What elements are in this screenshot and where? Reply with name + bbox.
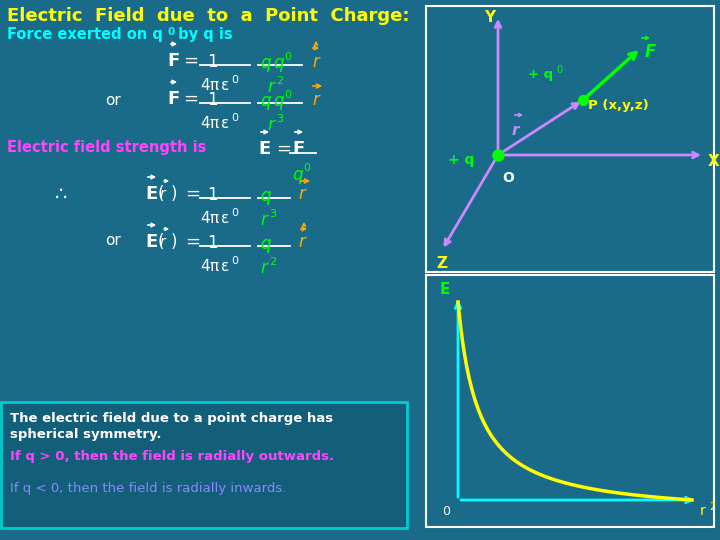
Text: 1: 1 [207,53,217,71]
Text: 0: 0 [231,208,238,218]
Text: 0: 0 [167,27,174,37]
Text: r: r [267,78,274,96]
Text: X: X [708,154,720,170]
Text: r: r [260,259,267,277]
Text: 1: 1 [207,91,217,109]
Text: π: π [210,78,219,93]
Text: F: F [167,90,179,108]
Text: 4: 4 [200,259,210,274]
Text: Electric  Field  due  to  a  Point  Charge:: Electric Field due to a Point Charge: [7,7,410,25]
Text: r: r [267,116,274,134]
Text: q: q [260,187,271,205]
Text: q: q [292,166,302,184]
Text: spherical symmetry.: spherical symmetry. [10,428,161,441]
Text: 2: 2 [276,76,283,86]
Text: Force exerted on q: Force exerted on q [7,27,163,42]
Text: 0: 0 [231,256,238,266]
Text: 0: 0 [284,52,291,62]
Text: 4: 4 [200,78,210,93]
Text: r: r [312,91,319,109]
Text: F: F [645,43,657,61]
Text: E: E [258,140,270,158]
Text: 1: 1 [207,234,217,252]
Text: E: E [440,282,451,297]
Text: F: F [167,52,179,70]
Text: 4: 4 [200,211,210,226]
Text: 3: 3 [269,209,276,219]
Text: 0: 0 [231,113,238,123]
Text: q: q [260,54,271,72]
Text: 3: 3 [276,114,283,124]
Text: + q: + q [448,153,474,167]
Text: ∴: ∴ [55,185,68,204]
Text: π: π [210,211,219,226]
Text: ε: ε [221,259,229,274]
Text: r: r [312,53,319,71]
Text: 0: 0 [556,65,562,75]
Text: q: q [260,92,271,110]
Text: (: ( [158,233,164,251]
FancyBboxPatch shape [1,402,407,528]
Text: by q is: by q is [173,27,233,42]
Text: =: = [185,233,200,251]
Text: π: π [210,259,219,274]
Text: 2: 2 [269,257,276,267]
Text: r: r [512,123,520,138]
Text: 0: 0 [284,90,291,100]
Text: ): ) [171,233,178,251]
Text: q: q [273,54,284,72]
Text: r: r [700,504,706,518]
Text: or: or [105,93,121,108]
Text: 1: 1 [207,186,217,204]
Text: r: r [260,211,267,229]
Text: ε: ε [221,116,229,131]
Text: r: r [298,185,305,203]
Text: 4: 4 [200,116,210,131]
Text: E: E [145,185,157,203]
Text: q: q [273,92,284,110]
Text: =: = [276,140,291,158]
Text: ): ) [171,185,178,203]
FancyBboxPatch shape [426,275,714,527]
Text: If q < 0, then the field is radially inwards.: If q < 0, then the field is radially inw… [10,482,287,495]
Text: + q: + q [528,68,553,81]
Text: P (x,y,z): P (x,y,z) [588,98,649,111]
Text: O: O [502,171,514,185]
Text: =: = [183,90,198,108]
Text: r: r [298,233,305,251]
Text: or: or [105,233,121,248]
Text: Electric field strength is: Electric field strength is [7,140,207,155]
Text: r: r [160,187,166,201]
Text: The electric field due to a point charge has: The electric field due to a point charge… [10,412,333,425]
FancyBboxPatch shape [426,6,714,272]
Text: 0: 0 [442,505,450,518]
Text: (: ( [158,185,164,203]
Text: E: E [145,233,157,251]
Text: q: q [260,235,271,253]
Text: ε: ε [221,211,229,226]
Text: Y: Y [485,10,495,25]
Text: =: = [185,185,200,203]
Text: 0: 0 [231,75,238,85]
Text: Z: Z [436,256,447,271]
Text: F: F [292,140,305,158]
Text: =: = [183,52,198,70]
Text: 0: 0 [303,163,310,173]
Text: ε: ε [221,78,229,93]
Text: π: π [210,116,219,131]
Text: r: r [160,235,166,249]
Text: If q > 0, then the field is radially outwards.: If q > 0, then the field is radially out… [10,450,334,463]
Text: 2: 2 [709,502,715,512]
